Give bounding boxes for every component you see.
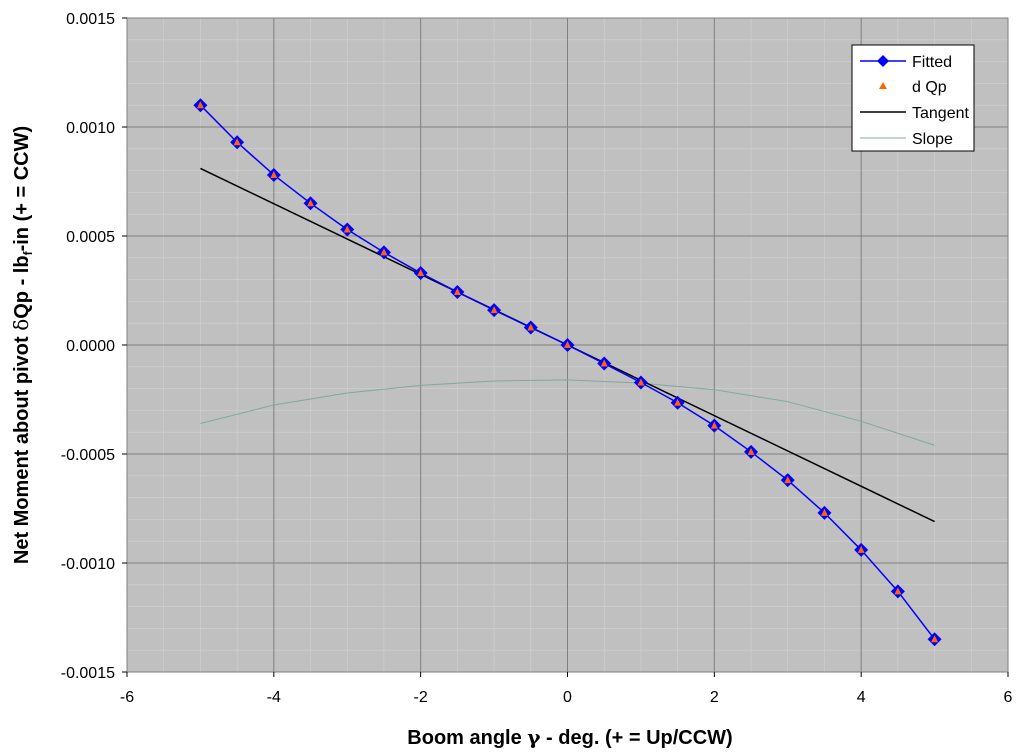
legend: Fitted d Qp Tangent Slope: [851, 44, 975, 152]
series-line-slope: [200, 379, 935, 446]
series-point-d-qp: [270, 170, 278, 178]
legend-label-tangent: Tangent: [912, 105, 969, 122]
x-tick-label: 4: [857, 689, 866, 706]
x-tick-label: 6: [1004, 689, 1013, 706]
legend-diamond-icon: [877, 55, 889, 67]
legend-label-slope: Slope: [912, 131, 953, 148]
legend-item-fitted: Fitted: [860, 54, 952, 71]
y-tick-label: 0.0000: [66, 338, 115, 355]
series-point-d-qp: [894, 587, 902, 595]
series-point-d-qp: [490, 306, 498, 314]
series-point-d-qp: [637, 378, 645, 386]
legend-triangle-icon: [879, 82, 887, 89]
legend-label-dqp: d Qp: [912, 79, 947, 96]
series-point-d-qp: [600, 359, 608, 367]
y-axis-ticks: 0.0015 0.0010 0.0005 0.0000 -0.0005 -0.0010 -0…: [61, 11, 127, 682]
series-point-d-qp: [417, 269, 425, 277]
x-tick-label: 2: [710, 689, 719, 706]
series-point-d-qp: [380, 248, 388, 256]
legend-item-dqp: d Qp: [879, 79, 947, 96]
series-point-d-qp: [343, 225, 351, 233]
series-layer: [193, 98, 942, 647]
legend-label-fitted: Fitted: [912, 54, 952, 71]
series-point-d-qp: [747, 447, 755, 455]
legend-item-slope: Slope: [860, 131, 953, 148]
y-axis-title: Net Moment about pivot δQp - lbf-in (+ =…: [9, 126, 35, 564]
series-point-d-qp: [527, 323, 535, 331]
series-point-d-qp: [233, 138, 241, 146]
series-point-d-qp: [710, 421, 718, 429]
series-point-d-qp: [674, 398, 682, 406]
series-point-d-qp: [196, 101, 204, 109]
x-tick-label: -2: [414, 689, 428, 706]
y-tick-label: -0.0010: [61, 556, 115, 573]
series-point-d-qp: [931, 635, 939, 643]
y-tick-label: 0.0010: [66, 120, 115, 137]
series-point-d-qp: [820, 508, 828, 516]
series-point-d-qp: [564, 341, 571, 348]
x-axis-title: Boom angle γ - deg. (+ = Up/CCW): [407, 725, 732, 749]
x-tick-label: -6: [120, 689, 134, 706]
x-axis-ticks: -6 -4 -2 0 2 4 6: [120, 672, 1013, 706]
y-tick-label: -0.0015: [61, 665, 115, 682]
y-tick-label: -0.0005: [61, 447, 115, 464]
series-point-d-qp: [857, 545, 865, 553]
y-tick-label: 0.0005: [66, 229, 115, 246]
series-point-d-qp: [453, 288, 461, 296]
x-tick-label: 0: [563, 689, 572, 706]
legend-box: [851, 44, 975, 152]
series-point-d-qp: [784, 476, 792, 484]
y-tick-label: 0.0015: [66, 11, 115, 28]
series-point-d-qp: [307, 199, 315, 207]
legend-item-tangent: Tangent: [860, 105, 969, 122]
x-tick-label: -4: [267, 689, 281, 706]
